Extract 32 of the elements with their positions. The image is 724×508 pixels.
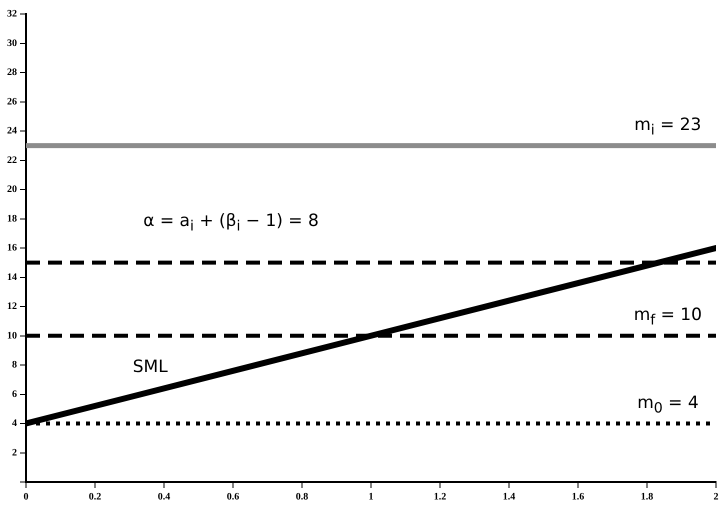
series-label: SML	[132, 357, 168, 378]
ref-line-label: m$_{i}$ = 23	[634, 114, 702, 138]
y-tick-label: 6	[12, 388, 17, 400]
y-tick-label: 28	[7, 67, 17, 78]
y-tick-label: 10	[7, 330, 17, 342]
x-tick-label: 1.8	[640, 492, 654, 503]
x-tick-label: 1	[368, 492, 374, 503]
y-tick-label: 24	[7, 126, 17, 137]
y-tick-label: 14	[7, 272, 17, 283]
y-tick-label: 30	[7, 38, 17, 49]
x-tick-label: 1.2	[434, 492, 446, 503]
x-tick-label: 0.6	[226, 492, 240, 503]
y-tick-label: 26	[7, 96, 17, 108]
ref-line-label: m$_{0}$ = 4	[637, 392, 699, 416]
y-tick-label: 12	[7, 301, 17, 312]
ref-line-label: m$_{f}$ = 10	[634, 304, 702, 328]
annotation: α = a$_{i}$ + (β$_{i}$ − 1) = 8	[143, 210, 319, 234]
x-tick-label: 1.4	[502, 492, 516, 503]
y-tick-label: 4	[12, 418, 17, 430]
x-tick-label: 0.4	[158, 492, 170, 503]
x-tick-label: 2	[714, 492, 718, 503]
x-tick-label: 0.2	[88, 492, 102, 503]
y-tick-label: 8	[12, 360, 17, 371]
x-tick-label: 0	[24, 492, 28, 503]
y-tick-label: 2	[12, 447, 17, 458]
y-tick-label: 16	[7, 242, 17, 254]
x-tick-label: 0.8	[296, 492, 308, 503]
y-tick-label: 32	[7, 8, 17, 20]
x-tick-label: 1.6	[572, 492, 584, 503]
y-tick-label: 22	[7, 154, 17, 166]
y-tick-label: 20	[7, 184, 17, 196]
y-tick-label: 18	[7, 213, 17, 224]
